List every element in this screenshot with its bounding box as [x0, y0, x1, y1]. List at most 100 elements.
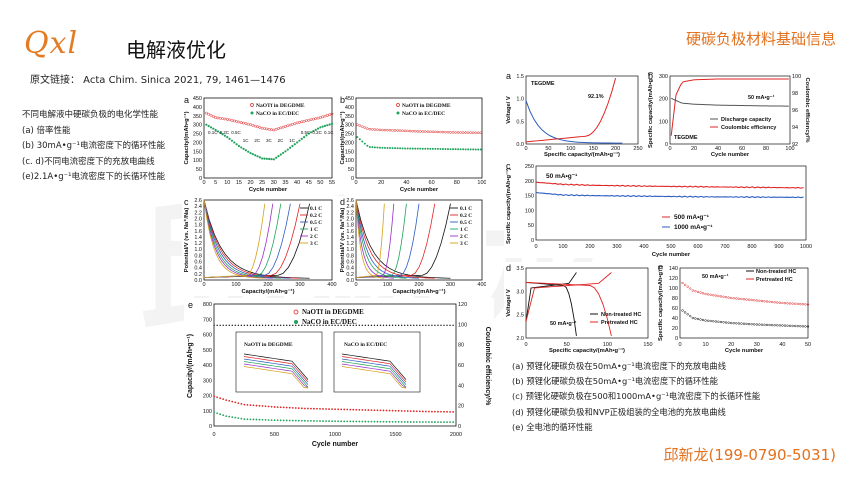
data-point-red: [334, 408, 337, 411]
data-point-green: [406, 147, 409, 150]
data-point-red: [427, 410, 430, 413]
y-ticks: 0 100 200 300 400 500 600 700 800: [203, 302, 212, 430]
legend-label: NaCO in EC/DEC: [256, 111, 299, 117]
inset-ec-dec: NaCO in EC/DEC: [333, 331, 421, 393]
panel-label: e: [188, 300, 193, 310]
data-point-red: [242, 121, 245, 125]
data-point-red: [285, 406, 288, 409]
efficiency-point: [431, 324, 433, 327]
rate-annotation: 50 mA•g⁻¹: [748, 94, 775, 101]
data-point-green: [401, 147, 404, 150]
x-tick-label: 20: [378, 180, 384, 186]
discharge-curve: [355, 199, 394, 279]
data-point: [788, 302, 792, 305]
data-point: [742, 298, 746, 301]
chart-marks: [681, 281, 810, 328]
data-point: [781, 301, 784, 305]
data-point-green: [268, 157, 271, 161]
data-point: [753, 299, 756, 302]
legend-label: 0.5 C: [310, 220, 322, 226]
x-axis-label: Cycle number: [725, 348, 764, 354]
legend-label: 0.5 C: [460, 220, 472, 226]
efficiency-point: [298, 324, 300, 327]
y-axis-label: Capacity/(mAh•g⁻¹): [183, 111, 190, 164]
legend-label: 500 mA•g⁻¹: [674, 214, 709, 221]
legend: NaOTf in DEGDME NaCO in EC/DEC: [396, 103, 451, 117]
y-axis-label: Voltage/ V: [506, 96, 512, 124]
efficiency-point: [313, 324, 315, 327]
data-point-green: [319, 420, 321, 422]
data-point-green: [285, 419, 288, 422]
data-point-green: [382, 420, 385, 423]
y-tick-label: 20: [458, 404, 464, 410]
y-tick-label: 0.4: [194, 266, 202, 272]
x-tick-label: 2000: [450, 432, 462, 438]
efficiency-point: [237, 324, 240, 327]
x-tick-label: 40: [779, 342, 785, 348]
x-tick-label: 55: [329, 180, 335, 186]
data-point-green: [366, 144, 369, 147]
data-point-green: [376, 420, 379, 423]
legend: NaOTf in DEGDME NaCO in EC/DEC: [293, 308, 364, 326]
data-point-green: [286, 148, 289, 151]
efficiency-point: [234, 324, 236, 327]
y-tick-label: 80: [458, 343, 464, 349]
data-point-green: [276, 419, 279, 422]
y-ticks: 0 50 100 150 200 250 300 350 400 450: [345, 96, 354, 182]
x-tick-label: 5: [214, 180, 217, 186]
data-point-red: [476, 131, 480, 135]
y2-axis-label: Coulombic efficiency/%: [804, 77, 810, 142]
data-point: [796, 324, 799, 328]
data-point-green: [443, 421, 445, 424]
data-point-red: [367, 409, 370, 411]
data-point-red: [363, 126, 367, 129]
data-point-red: [398, 129, 402, 132]
data-point-green: [472, 148, 475, 151]
x-tick-label: 1000: [800, 244, 812, 250]
efficiency-point: [222, 324, 224, 327]
data-point: [760, 299, 764, 303]
x-tick-label: 50: [317, 180, 323, 186]
data-point-red: [267, 127, 271, 131]
data-point-green: [279, 153, 282, 156]
data-point-green: [291, 144, 294, 148]
data-point-green: [219, 413, 222, 416]
data-point-red: [264, 405, 267, 408]
data-point-green: [272, 158, 275, 161]
data-point-red: [323, 114, 327, 118]
data-point: [750, 323, 753, 326]
data-point-green: [389, 147, 392, 150]
efficiency-point: [276, 324, 279, 327]
efficiency-point: [403, 324, 406, 327]
data-point: [737, 297, 741, 300]
discharge-curve: [355, 199, 435, 279]
plot-frame: [203, 97, 333, 179]
data-point-red: [449, 131, 452, 134]
inset-curve: [243, 356, 309, 383]
data-point-red: [370, 409, 373, 412]
data-point-green: [457, 148, 460, 151]
data-point-green: [221, 133, 224, 136]
y-tick-label: 3.5: [516, 266, 524, 272]
x-tick-label: 100: [558, 244, 567, 250]
y-tick-label: 1.0: [194, 247, 202, 253]
data-point-red: [256, 125, 259, 129]
data-point-red: [273, 406, 276, 408]
x-tick-label: 0: [212, 432, 215, 438]
data-point-green: [247, 150, 250, 153]
data-point-red: [270, 128, 273, 131]
data-point-red: [232, 119, 236, 123]
data-point-red: [376, 409, 379, 412]
y-ticks: 0.0 0.5 1.0 1.5: [516, 74, 524, 148]
data-point-red: [218, 116, 222, 120]
data-point-red: [355, 408, 358, 411]
efficiency-point: [282, 324, 285, 327]
legend-label: NaOTf in DEGDME: [256, 103, 305, 109]
x-tick-label: 1000: [329, 432, 341, 438]
data-point-red: [393, 129, 397, 132]
efficiency-point: [385, 324, 388, 327]
data-point-red: [234, 401, 237, 404]
data-point-green: [373, 146, 376, 149]
data-point: [694, 290, 697, 293]
data-point-green: [244, 149, 247, 152]
